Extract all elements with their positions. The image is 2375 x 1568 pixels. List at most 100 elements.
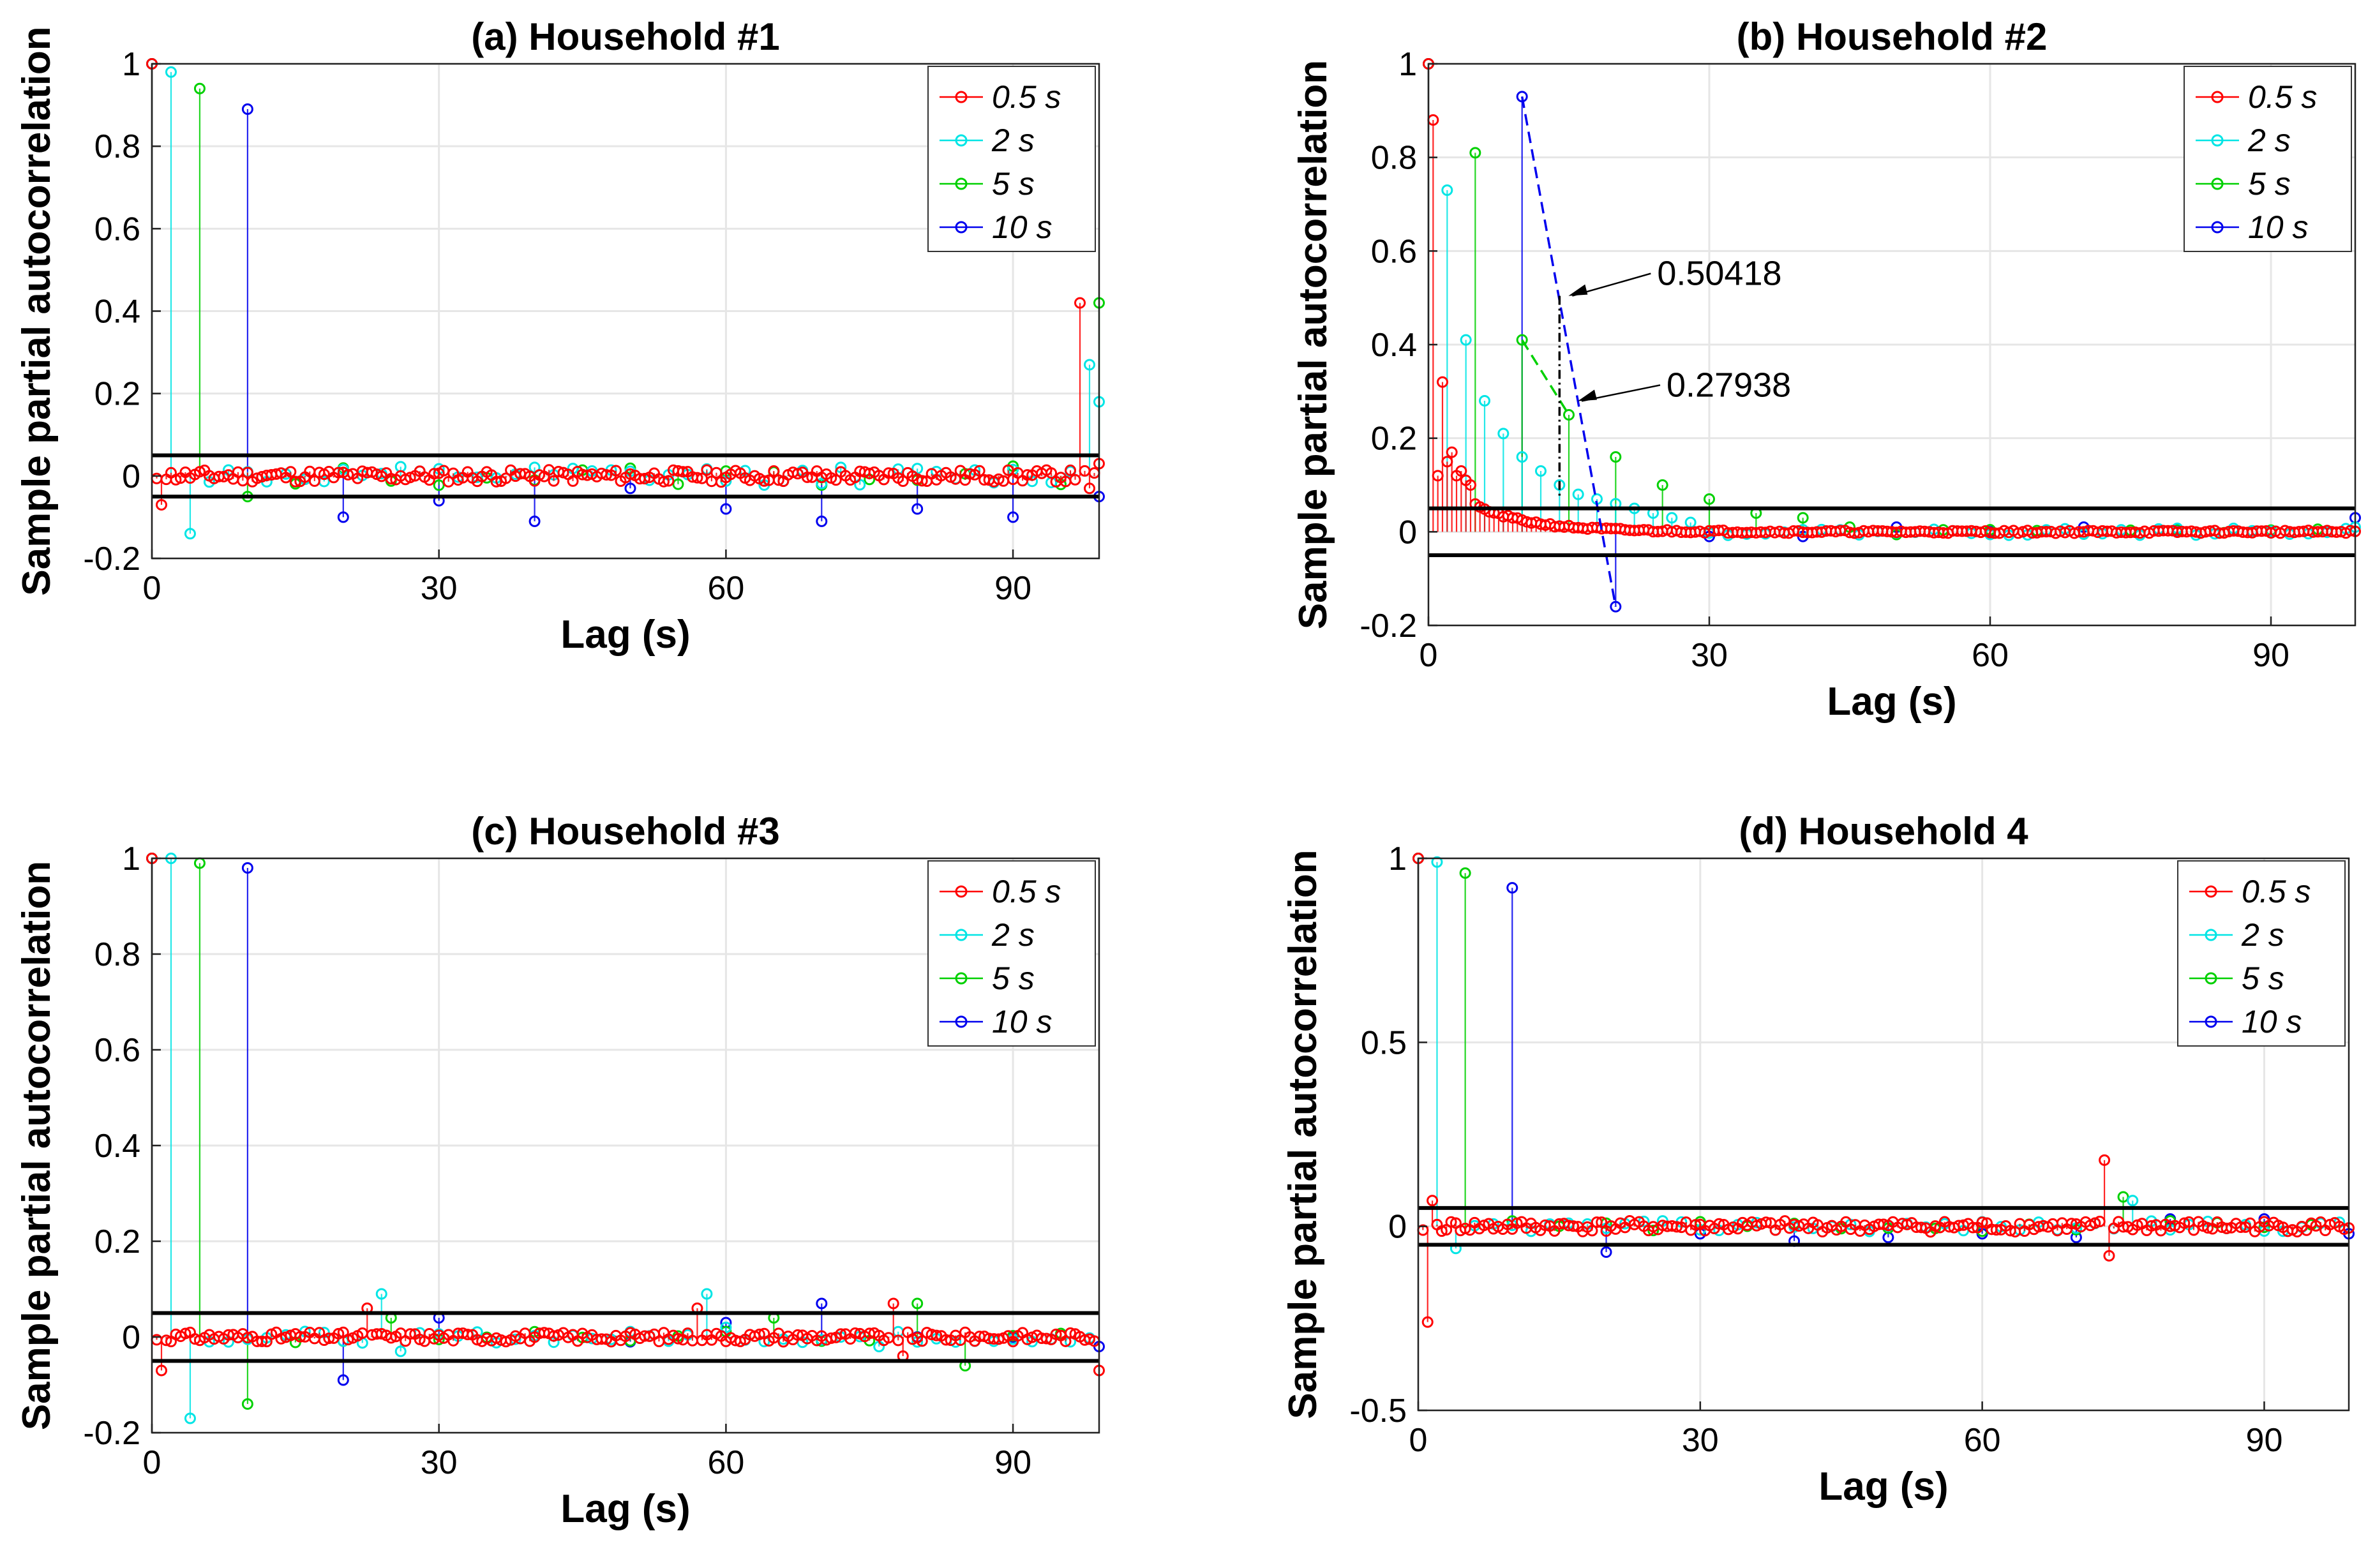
x-tick-label: 60 [1964,1422,2001,1459]
y-tick-label: 1 [1398,46,1417,83]
legend-swatch-marker [2211,134,2224,147]
legend-entry: 2 s [2247,123,2291,158]
y-tick-label: 0.4 [1371,327,1417,364]
y-tick-label: 0 [122,458,140,495]
y-tick-label: 0.8 [94,936,140,973]
stem-marker [534,469,546,481]
stem-marker [1445,1216,1457,1228]
panel-2: 0 30 60 90-0.200.20.40.60.81(c) Household #… [15,810,1105,1531]
stem-marker [887,1297,899,1310]
legend-swatch-marker [2211,91,2224,103]
stem-marker [883,467,895,479]
series-0.5s [146,58,1105,511]
stem-marker [385,1332,397,1344]
stem-marker [1455,465,1467,477]
stem-marker [1506,882,1518,894]
stem-marker [1441,184,1453,196]
y-tick-label: 1 [1388,840,1407,877]
x-tick-label: 0 [143,570,161,607]
stem-marker [394,1345,407,1357]
stem-marker [1497,428,1510,440]
stem-marker [461,1329,474,1341]
stem-marker [548,475,560,487]
stem-marker [911,1297,924,1310]
x-tick-label: 30 [1691,637,1728,674]
stem-marker [241,1332,253,1344]
legend-swatch-marker [2205,885,2217,898]
stem-marker [1990,1224,2002,1236]
stem-marker [337,511,349,523]
stem-marker [1446,446,1458,458]
stem-marker [1656,479,1668,491]
stem-marker [1060,1335,1072,1347]
legend-entry: 5 s [992,166,1035,202]
legend-swatch-marker [2211,177,2224,190]
legend-entry: 2 s [991,917,1035,953]
stem-marker [165,66,177,78]
stem-marker [1568,1220,1579,1232]
stem-marker [638,472,650,484]
y-tick-label: 0.8 [94,128,140,165]
x-tick-label: 90 [2246,1422,2283,1459]
stem-marker [241,1398,253,1410]
stem-marker [1516,451,1528,463]
stem-marker [241,862,253,874]
stem-marker [1479,395,1490,407]
y-tick-label: 0.6 [1371,233,1417,270]
y-tick-label: -0.2 [83,541,140,578]
stem-marker [1600,1246,1612,1258]
y-tick-label: 0 [1388,1209,1407,1246]
y-tick-label: 0.4 [94,1128,140,1165]
stem-marker [1610,601,1622,613]
stem-marker [791,1329,804,1341]
x-tick-label: 0 [1409,1422,1428,1459]
stem-marker [931,1329,943,1341]
annotation-label: 0.27938 [1667,366,1791,404]
stem-marker [1050,1328,1062,1340]
stem-marker [1976,1216,1988,1228]
x-axis-label: Lag (s) [560,1487,690,1531]
y-tick-label: 0 [1398,514,1417,551]
legend-entry: 2 s [2241,917,2284,953]
stem-marker [768,465,780,477]
stem-marker [849,1327,861,1340]
stem-marker [323,1333,335,1345]
stem-marker [490,475,502,488]
stem-marker [1929,1220,1941,1232]
stem-marker [1084,482,1096,495]
legend-swatch-marker [955,972,968,985]
stem-marker [2244,1217,2256,1229]
stem-marker [2099,1154,2111,1166]
stem-marker [155,1364,167,1377]
stem-marker [1539,1219,1551,1231]
stem-marker [241,103,253,116]
stem-marker [1666,512,1678,524]
stem-marker [1465,479,1476,491]
x-tick-label: 30 [1682,1422,1719,1459]
stem-marker [720,503,732,515]
stem-marker [567,475,579,487]
stem-marker [1535,465,1547,477]
x-tick-label: 60 [707,1444,744,1481]
stem-marker [1572,488,1584,500]
chart-title: (a) Household #1 [471,15,779,58]
x-tick-label: 30 [421,570,458,607]
chart-title: (d) Household 4 [1739,810,2028,853]
legend-swatch-marker [955,929,968,941]
panel-1: 0 30 60 90-0.200.20.40.60.81(b) Household #… [1291,15,2361,724]
legend-entry: 10 s [992,209,1053,245]
dashed-line [1520,96,1617,607]
legend-entry: 0.5 s [992,874,1061,909]
x-tick-label: 90 [994,1444,1031,1481]
legend-swatch-marker [955,885,968,898]
stem-marker [2117,1191,2129,1203]
stem-marker [433,479,445,491]
legend: 0.5 s 2 s 5 s 10 s [2177,860,2346,1047]
legend-entry: 10 s [2242,1004,2302,1040]
legend-entry: 5 s [2242,960,2284,996]
stem-marker [1610,451,1622,463]
stem-marker [241,467,253,479]
stem-marker [672,478,684,490]
stem-marker [1459,867,1471,879]
